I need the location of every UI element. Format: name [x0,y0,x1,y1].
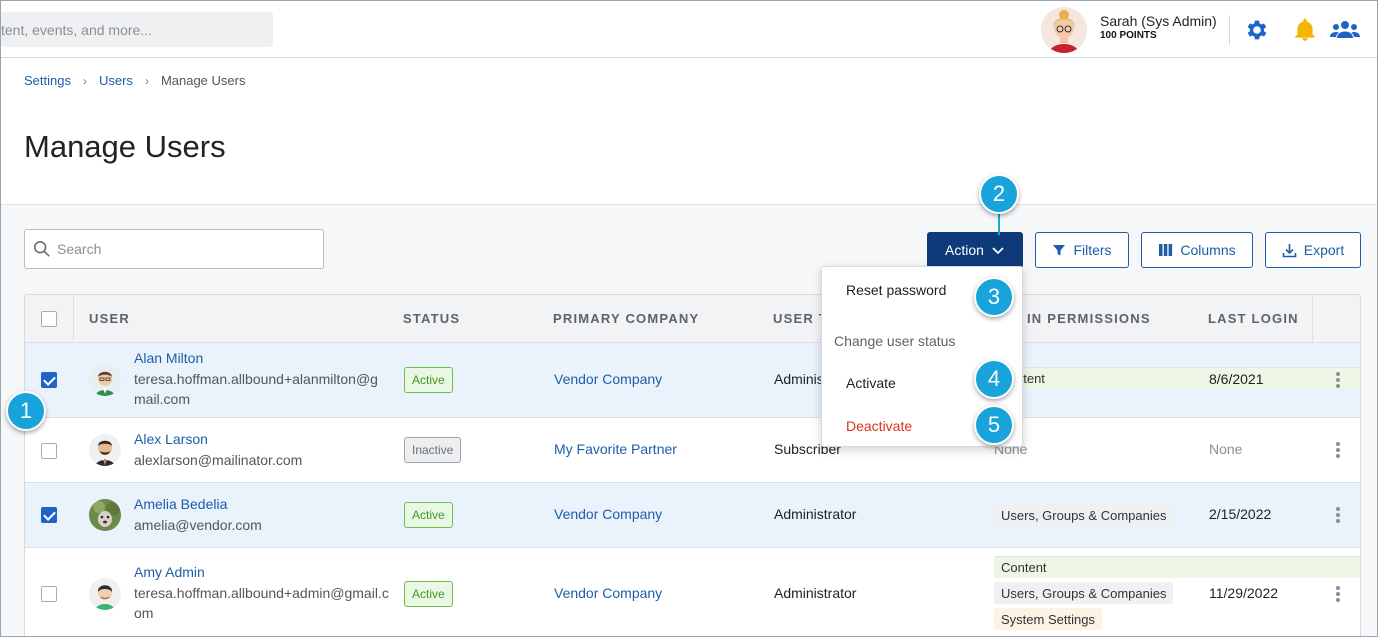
user-email: teresa.hoffman.allbound+alanmilton@gmail… [134,371,378,407]
col-header-company[interactable]: PRIMARY COMPANY [553,311,700,326]
table-row[interactable]: Alan Milton teresa.hoffman.allbound+alan… [25,343,1360,418]
filter-icon [1053,245,1066,256]
col-header-user[interactable]: USER [89,311,130,326]
user-name-link[interactable]: Amy Admin [134,564,205,580]
company-link[interactable]: Vendor Company [554,506,663,522]
user-type: Administrator [774,506,857,522]
avatar [89,499,121,531]
user-type: Adminis [774,371,824,387]
bell-icon[interactable] [1292,17,1318,43]
col-header-status[interactable]: STATUS [403,311,461,326]
col-header-user-type[interactable]: USER T [773,311,828,326]
row-menu-icon[interactable] [1336,442,1340,458]
company-link[interactable]: Vendor Company [554,371,663,387]
users-icon[interactable] [1330,17,1360,43]
columns-button[interactable]: Columns [1141,232,1253,268]
table-row[interactable]: Amy Admin teresa.hoffman.allbound+admin@… [25,548,1360,636]
gear-icon[interactable] [1244,17,1270,43]
row-checkbox[interactable] [41,507,57,523]
export-button[interactable]: Export [1265,232,1361,268]
action-button-label: Action [945,242,984,258]
callout-4: 4 [974,359,1014,399]
permission-tag: Users, Groups & Companies [994,504,1174,526]
select-all-checkbox[interactable] [41,311,57,327]
user-email: alexlarson@mailinator.com [134,452,303,468]
row-menu-icon[interactable] [1336,507,1340,523]
row-checkbox[interactable] [41,586,57,602]
user-email: amelia@vendor.com [134,517,262,533]
status-badge: Active [404,502,453,528]
last-login: 8/6/2021 [1209,371,1264,387]
permission-tag: System Settings [994,608,1102,630]
export-icon [1282,243,1297,257]
user-email: teresa.hoffman.allbound+admin@gmail.com [134,585,389,621]
user-name-link[interactable]: Amelia Bedelia [134,496,228,512]
permission-tag: Users, Groups & Companies [994,582,1174,604]
action-button[interactable]: Action [927,232,1023,268]
last-login: 2/15/2022 [1209,506,1272,522]
row-checkbox[interactable] [41,372,57,388]
avatar [89,434,121,466]
top-bar: tent, events, and more... Sarah (Sys Adm… [1,1,1377,58]
filters-button-label: Filters [1073,242,1112,258]
company-link[interactable]: Vendor Company [554,585,663,601]
export-button-label: Export [1303,242,1345,258]
chevron-right-icon: › [144,73,149,88]
breadcrumb-current: Manage Users [160,73,246,88]
menu-item-activate[interactable]: Activate [846,375,896,391]
current-user-name: Sarah (Sys Admin) [1100,13,1217,29]
user-type: Administrator [774,585,857,601]
current-user-points: 100 POINTS [1100,30,1157,41]
global-search-placeholder: tent, events, and more... [1,22,152,38]
users-table: USER STATUS PRIMARY COMPANY USER T IN PE… [24,294,1361,636]
row-checkbox[interactable] [41,443,57,459]
global-search-input[interactable]: tent, events, and more... [1,12,273,47]
page-title: Manage Users [24,129,226,164]
breadcrumb: Settings › Users › Manage Users [24,73,245,88]
table-row[interactable]: Alex Larson alexlarson@mailinator.com In… [25,418,1360,483]
menu-section-label: Change user status [834,333,956,349]
table-header: USER STATUS PRIMARY COMPANY USER T IN PE… [25,295,1360,343]
avatar [89,364,121,396]
company-link[interactable]: My Favorite Partner [554,441,677,457]
breadcrumb-users[interactable]: Users [98,73,133,88]
col-header-permissions[interactable]: IN PERMISSIONS [1027,311,1151,326]
user-search-placeholder: Search [57,241,102,257]
menu-item-deactivate[interactable]: Deactivate [846,418,913,434]
user-name-link[interactable]: Alan Milton [134,350,204,366]
row-menu-icon[interactable] [1336,586,1340,602]
table-row[interactable]: Amelia Bedelia amelia@vendor.com Active … [25,483,1360,548]
callout-5: 5 [974,405,1014,445]
columns-icon [1159,244,1173,256]
status-badge: Inactive [404,437,462,463]
status-badge: Active [404,367,453,393]
callout-3: 3 [974,277,1014,317]
user-avatar[interactable] [1041,7,1087,53]
permission-tag: Content [994,556,1360,578]
filters-button[interactable]: Filters [1035,232,1129,268]
avatar [89,578,121,610]
menu-item-reset-password[interactable]: Reset password [846,282,947,298]
callout-pointer [998,213,1000,235]
user-name-link[interactable]: Alex Larson [134,431,208,447]
columns-button-label: Columns [1180,242,1236,258]
col-header-last-login[interactable]: LAST LOGIN [1208,311,1299,326]
breadcrumb-settings[interactable]: Settings [24,73,71,88]
user-search-input[interactable]: Search [24,229,324,269]
search-icon [33,240,50,257]
chevron-down-icon [992,247,1004,255]
callout-1: 1 [6,391,46,431]
last-login: None [1209,441,1243,457]
status-badge: Active [404,581,453,607]
permission-tag: ntent [1016,367,1360,389]
row-menu-icon[interactable] [1336,372,1340,388]
content-area: Search Action Filters Columns Export USE… [1,204,1377,636]
chevron-right-icon: › [82,73,87,88]
callout-2: 2 [979,174,1019,214]
last-login: 11/29/2022 [1209,585,1279,601]
header-divider [1229,15,1230,45]
